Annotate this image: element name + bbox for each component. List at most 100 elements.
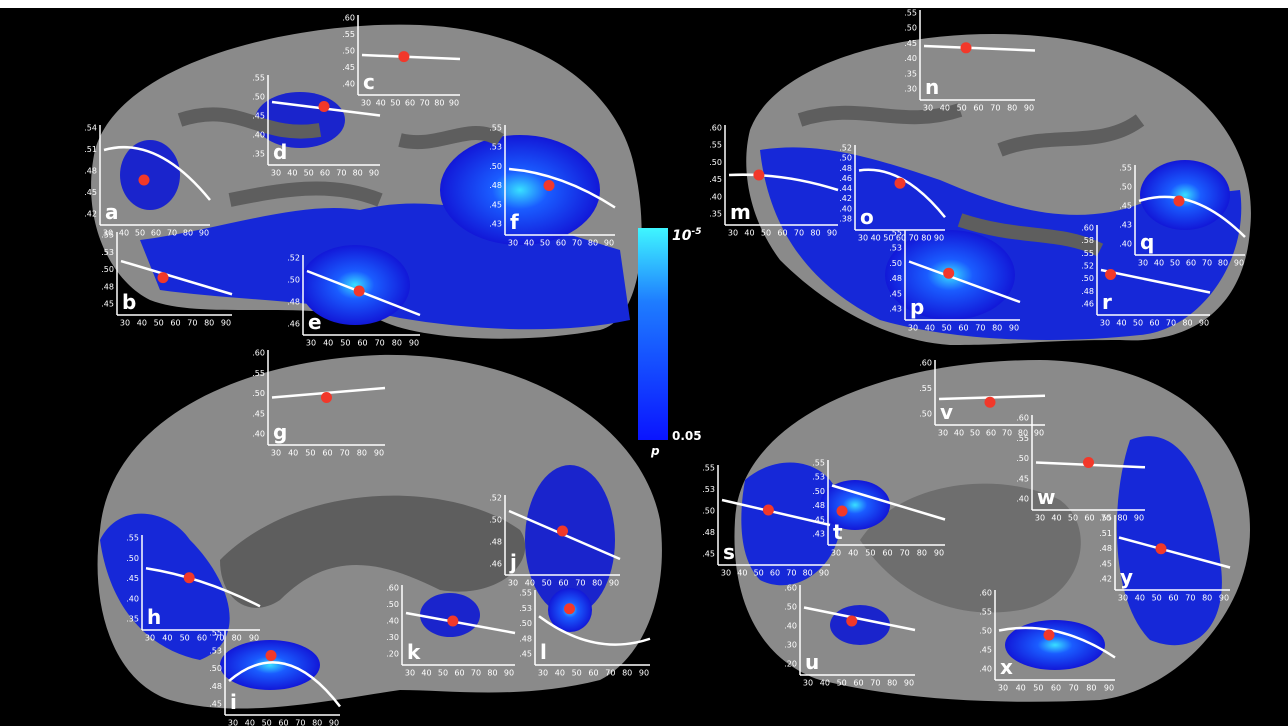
y-tick-label: .60 [386, 584, 399, 593]
x-tick-label: 40 [1116, 319, 1126, 328]
x-tick-label: 60 [770, 569, 780, 578]
x-tick-label: 70 [167, 229, 177, 238]
x-tick-label: 40 [737, 569, 747, 578]
x-tick-label: 80 [353, 169, 363, 178]
colorbar [638, 228, 668, 440]
y-tick-label: .54 [84, 124, 97, 133]
y-tick-label: .50 [489, 162, 502, 171]
x-tick-label: 70 [187, 319, 197, 328]
x-tick-label: 30 [831, 549, 841, 558]
x-tick-label: 60 [405, 99, 415, 108]
peak-marker [354, 286, 365, 297]
x-tick-label: 30 [306, 339, 316, 348]
x-tick-label: 30 [998, 684, 1008, 693]
x-tick-label: 30 [271, 169, 281, 178]
y-tick-label: .55 [1081, 249, 1094, 258]
x-tick-label: 50 [761, 229, 771, 238]
y-tick-label: .40 [784, 622, 797, 631]
y-tick-label: .44 [839, 184, 852, 193]
y-tick-label: .40 [839, 204, 852, 213]
y-tick-label: .46 [1081, 300, 1094, 309]
y-tick-label: .45 [84, 188, 97, 197]
x-tick-label: 30 [145, 634, 155, 643]
peak-marker [139, 175, 150, 186]
x-tick-label: 40 [376, 99, 386, 108]
x-tick-label: 90 [1199, 319, 1209, 328]
panel-label: q [1140, 230, 1154, 254]
y-tick-label: .20 [784, 660, 797, 669]
y-tick-label: .50 [1016, 454, 1029, 463]
peak-marker [943, 268, 954, 279]
x-tick-label: 90 [329, 719, 339, 726]
x-tick-label: 90 [604, 239, 614, 248]
y-tick-label: .40 [126, 594, 139, 603]
y-tick-label: .50 [839, 154, 852, 163]
y-tick-label: .45 [702, 550, 715, 559]
x-tick-label: 30 [361, 99, 371, 108]
peak-marker [1174, 196, 1185, 207]
y-tick-label: .55 [209, 629, 222, 638]
y-tick-label: .43 [812, 530, 825, 539]
x-tick-label: 60 [777, 229, 787, 238]
x-tick-label: 60 [588, 669, 598, 678]
x-tick-label: 80 [803, 569, 813, 578]
x-tick-label: 70 [605, 669, 615, 678]
x-tick-label: 50 [754, 569, 764, 578]
x-tick-label: 70 [1166, 319, 1176, 328]
x-tick-label: 90 [639, 669, 649, 678]
x-tick-label: 80 [887, 679, 897, 688]
colorbar-top-exponent: -5 [691, 227, 701, 237]
panel-label: u [805, 650, 819, 674]
x-tick-label: 40 [323, 339, 333, 348]
y-tick-label: .30 [784, 641, 797, 650]
peak-marker [1156, 543, 1167, 554]
x-tick-label: 50 [957, 104, 967, 113]
x-tick-label: 80 [1202, 594, 1212, 603]
y-tick-label: .50 [101, 265, 114, 274]
x-tick-label: 60 [558, 579, 568, 588]
x-tick-label: 70 [990, 104, 1000, 113]
x-tick-label: 70 [1185, 594, 1195, 603]
x-tick-label: 30 [228, 719, 238, 726]
y-tick-label: .43 [889, 305, 902, 314]
x-tick-label: 60 [853, 679, 863, 688]
x-tick-label: 60 [1168, 594, 1178, 603]
y-tick-label: .40 [252, 131, 265, 140]
x-tick-label: 40 [555, 669, 565, 678]
x-tick-label: 80 [357, 449, 367, 458]
x-tick-label: 80 [1218, 259, 1228, 268]
x-tick-label: 50 [970, 429, 980, 438]
x-tick-label: 50 [340, 339, 350, 348]
peak-marker [985, 397, 996, 408]
x-tick-label: 50 [942, 324, 952, 333]
peak-marker [763, 505, 774, 516]
y-tick-label: .48 [209, 682, 222, 691]
y-tick-label: .50 [1119, 183, 1132, 192]
x-tick-label: 60 [882, 549, 892, 558]
x-tick-label: 30 [1138, 259, 1148, 268]
y-tick-label: .51 [1099, 529, 1112, 538]
y-tick-label: .55 [519, 589, 532, 598]
y-tick-label: .55 [1099, 514, 1112, 523]
panel-label: e [308, 310, 322, 334]
y-tick-label: .45 [1016, 474, 1029, 483]
y-tick-label: .52 [839, 144, 852, 153]
panel-label: p [910, 295, 924, 319]
y-tick-label: .35 [252, 150, 265, 159]
panel-label: a [105, 200, 119, 224]
colorbar-variable: p [650, 444, 660, 458]
y-tick-label: .50 [342, 47, 355, 56]
x-tick-label: 50 [1170, 259, 1180, 268]
x-tick-label: 80 [1007, 104, 1017, 113]
y-tick-label: .53 [209, 646, 222, 655]
y-tick-label: .42 [1099, 575, 1112, 584]
y-tick-label: .50 [489, 516, 502, 525]
y-tick-label: .55 [1016, 434, 1029, 443]
x-tick-label: 40 [848, 549, 858, 558]
y-tick-label: .48 [1081, 287, 1094, 296]
panel-label: b [122, 290, 136, 314]
x-tick-label: 80 [622, 669, 632, 678]
x-tick-label: 50 [1152, 594, 1162, 603]
x-tick-label: 70 [1069, 684, 1079, 693]
y-tick-label: .43 [1119, 221, 1132, 230]
